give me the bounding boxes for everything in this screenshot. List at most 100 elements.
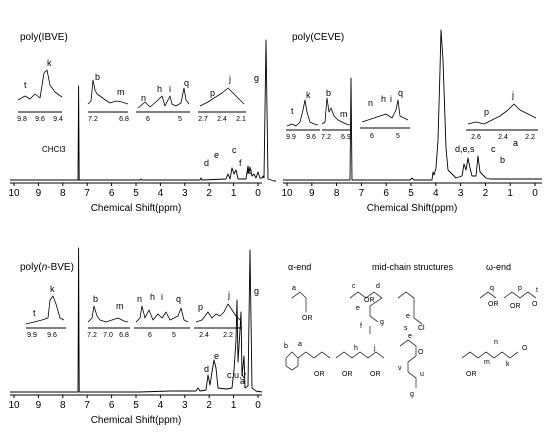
inset-label: b: [326, 88, 331, 98]
inset-label: t: [291, 106, 294, 116]
inset-3: n h i q 6 5: [360, 88, 410, 140]
structure-alpha-1: a OR: [291, 285, 313, 322]
panel-ceve: poly(CEVE) 10 9 8 7 6 5 4 3 2 1 0 Chemic…: [281, 29, 542, 214]
x-axis-label: Chemical Shift(ppm): [367, 203, 458, 214]
x-axis-label: Chemical Shift(ppm): [91, 203, 182, 214]
tick-label: 7: [359, 188, 365, 199]
svg-text:2.1: 2.1: [236, 116, 246, 123]
inset-label: k: [50, 284, 55, 294]
solvent-label: CHCl3: [42, 145, 66, 154]
tick-label: 7: [84, 188, 90, 199]
atom-label: Cl: [418, 325, 425, 332]
atom-label: OR: [342, 371, 353, 378]
inset-1: t k 9.8 9.6 9.4: [17, 58, 63, 123]
atom-label: f: [360, 323, 362, 330]
tick-label: 3: [182, 400, 188, 411]
tick-label: 7: [84, 400, 90, 411]
atom-label: a: [292, 285, 296, 292]
panel-title: poly(CEVE): [292, 32, 344, 43]
peak-label: g: [254, 73, 259, 83]
tick-label: 3: [458, 188, 464, 199]
svg-text:9.9: 9.9: [27, 332, 37, 339]
atom-label: s: [404, 325, 408, 332]
inset-label: p: [210, 88, 215, 98]
svg-text:2.7: 2.7: [198, 116, 208, 123]
tick-label: 2: [483, 188, 489, 199]
x-ticks: [13, 395, 259, 398]
svg-text:2.6: 2.6: [471, 134, 481, 141]
inset-3: n h i q 6 5: [134, 292, 190, 339]
inset-trace: [135, 305, 189, 323]
inset-label: t: [33, 308, 36, 318]
inset-label: t: [24, 80, 27, 90]
svg-text:9.6: 9.6: [306, 134, 316, 141]
tick-label: 9: [36, 188, 42, 199]
inset-label: h: [157, 84, 162, 94]
heading-omega-end: ω-end: [486, 262, 511, 272]
tick-label: 6: [109, 188, 115, 199]
inset-trace: [361, 99, 409, 123]
atom-label: d: [376, 283, 380, 290]
svg-text:6: 6: [148, 332, 152, 339]
tick-label: 6: [383, 188, 389, 199]
tick-label: 5: [408, 188, 414, 199]
inset-2: b m 7.2 6.8: [87, 72, 129, 123]
inset-label: j: [227, 290, 230, 300]
peak-label: f: [239, 158, 242, 168]
spectrum-trace: [10, 247, 263, 393]
tick-label: 5: [133, 188, 139, 199]
atom-label: e: [356, 305, 360, 312]
svg-text:6.9: 6.9: [341, 134, 351, 141]
tick-label: 1: [507, 188, 513, 199]
atom-label: c: [352, 283, 356, 290]
atom-label: t: [536, 287, 538, 294]
inset-label: h: [150, 292, 155, 302]
atom-label: OR: [314, 371, 325, 378]
tick-label: 10: [8, 188, 20, 199]
tick-label: 8: [334, 188, 340, 199]
inset-trace: [467, 103, 537, 125]
inset-trace: [286, 99, 319, 127]
atom-label: e: [406, 313, 410, 320]
atom-label: OR: [510, 303, 521, 310]
tick-label: 9: [36, 400, 42, 411]
inset-label: j: [228, 74, 231, 84]
atom-label: OR: [466, 371, 477, 378]
inset-trace: [199, 87, 245, 107]
peak-label: d: [204, 158, 209, 168]
inset-label: m: [117, 87, 125, 97]
peak-labels: d e c,u,v a g: [204, 286, 259, 386]
atom-label: m: [484, 359, 490, 366]
inset-label: p: [484, 107, 489, 117]
inset-trace: [137, 87, 190, 109]
tick-label: 3: [182, 188, 188, 199]
structure-omega-1: q OR: [479, 285, 499, 308]
svg-text:9.6: 9.6: [35, 116, 45, 123]
svg-text:6: 6: [146, 116, 150, 123]
x-tick-labels: 10 9 8 7 6 5 4 3 2 1 0: [8, 400, 261, 411]
peak-label: b: [500, 155, 505, 165]
atom-label: OR: [302, 315, 313, 322]
peak-labels: d e c f b g: [204, 73, 259, 176]
atom-label: OR: [488, 301, 499, 308]
atom-label: O: [532, 301, 538, 308]
x-ticks: [286, 183, 536, 186]
svg-text:2.4: 2.4: [199, 332, 209, 339]
inset-trace: [87, 79, 129, 105]
inset-4: p j 2.4 2.2: [194, 290, 242, 339]
atom-label: e: [408, 333, 412, 340]
atom-label: p: [518, 285, 522, 292]
atom-label: OR: [364, 297, 375, 304]
tick-label: 0: [255, 188, 261, 199]
atom-label: n: [494, 339, 498, 346]
structure-mid-3: h j OR OR: [335, 345, 385, 378]
atom-label: g: [410, 391, 414, 398]
atom-label: b: [284, 343, 288, 350]
atom-label: j: [373, 345, 376, 352]
peak-label: d,e,s: [455, 144, 475, 154]
atom-label: h: [354, 345, 358, 352]
inset-label: j: [511, 90, 514, 100]
structure-mid-1: c d e f g OR: [349, 283, 384, 334]
spectrum-trace: [10, 39, 276, 182]
